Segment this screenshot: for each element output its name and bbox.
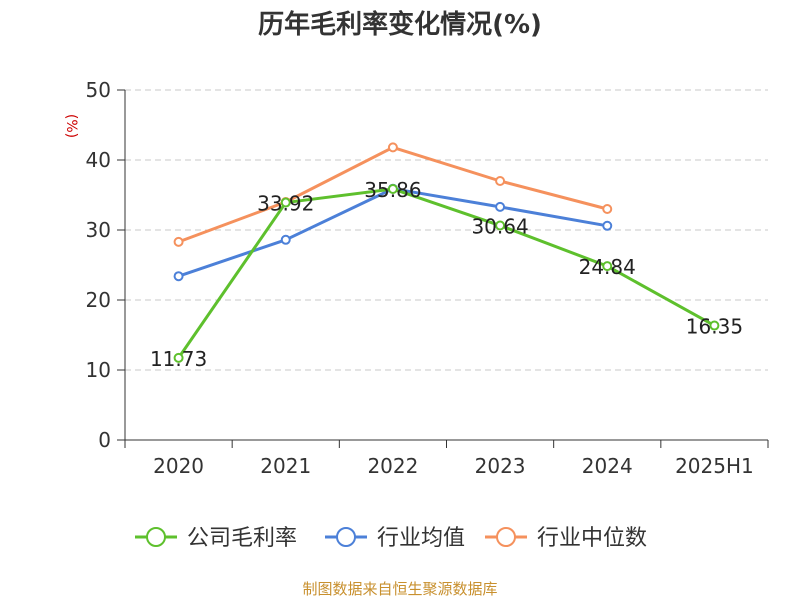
y-tick-label: 10 (86, 358, 111, 382)
source-note: 制图数据来自恒生聚源数据库 (302, 580, 498, 598)
data-point (495, 176, 506, 186)
data-point (387, 183, 398, 194)
legend-swatch-marker (496, 527, 516, 547)
data-label: 35.86 (364, 178, 421, 202)
data-point (495, 220, 506, 231)
legend-swatch-marker (146, 527, 166, 547)
x-tick-label: 2020 (153, 454, 204, 478)
data-label: 30.64 (471, 215, 528, 239)
y-tick-label: 40 (86, 148, 111, 172)
legend-label: 行业均值 (377, 526, 465, 551)
data-point (602, 204, 613, 214)
data-point (387, 142, 398, 153)
series-line (177, 187, 716, 359)
data-point (602, 261, 613, 272)
x-tick-labels: 2020 2021 2022 2023 2024 2025H1 (153, 454, 754, 478)
x-tick-label: 2025H1 (675, 454, 754, 478)
series-lines (173, 142, 720, 363)
y-tick-labels: 0 10 20 30 40 50 (86, 78, 111, 452)
y-axis-label: (%) (63, 114, 79, 138)
x-tick-label: 2024 (582, 454, 633, 478)
legend-label: 公司毛利率 (187, 526, 297, 551)
y-tick-label: 30 (86, 218, 111, 242)
chart-title: 历年毛利率变化情况(%) (258, 10, 542, 40)
legend-item: 行业均值 (325, 526, 465, 551)
data-point (495, 201, 506, 212)
legend-swatch-marker (336, 527, 356, 547)
y-tick-label: 50 (86, 78, 111, 102)
data-point (173, 352, 184, 363)
data-point (173, 271, 184, 282)
data-point (280, 197, 291, 208)
y-tick-label: 20 (86, 288, 111, 312)
data-point (602, 220, 613, 231)
x-tick-label: 2023 (475, 454, 526, 478)
data-point (173, 236, 184, 247)
legend-item: 行业中位数 (485, 526, 647, 551)
data-point (709, 320, 720, 331)
data-label: 11.73 (150, 347, 207, 371)
legend: 公司毛利率 行业均值 行业中位数 (135, 526, 647, 551)
y-tick-label: 0 (98, 428, 111, 452)
data-label: 16.35 (686, 315, 743, 339)
legend-label: 行业中位数 (537, 526, 647, 551)
data-labels: 11.73 33.92 35.86 30.64 24.84 16.35 (150, 178, 743, 371)
x-tick-label: 2021 (260, 454, 311, 478)
legend-item: 公司毛利率 (135, 526, 297, 551)
grid-lines (125, 89, 768, 371)
data-label: 24.84 (579, 255, 636, 279)
axes (117, 89, 769, 448)
x-tick-label: 2022 (367, 454, 418, 478)
data-point (280, 234, 291, 245)
data-label: 33.92 (257, 192, 314, 216)
